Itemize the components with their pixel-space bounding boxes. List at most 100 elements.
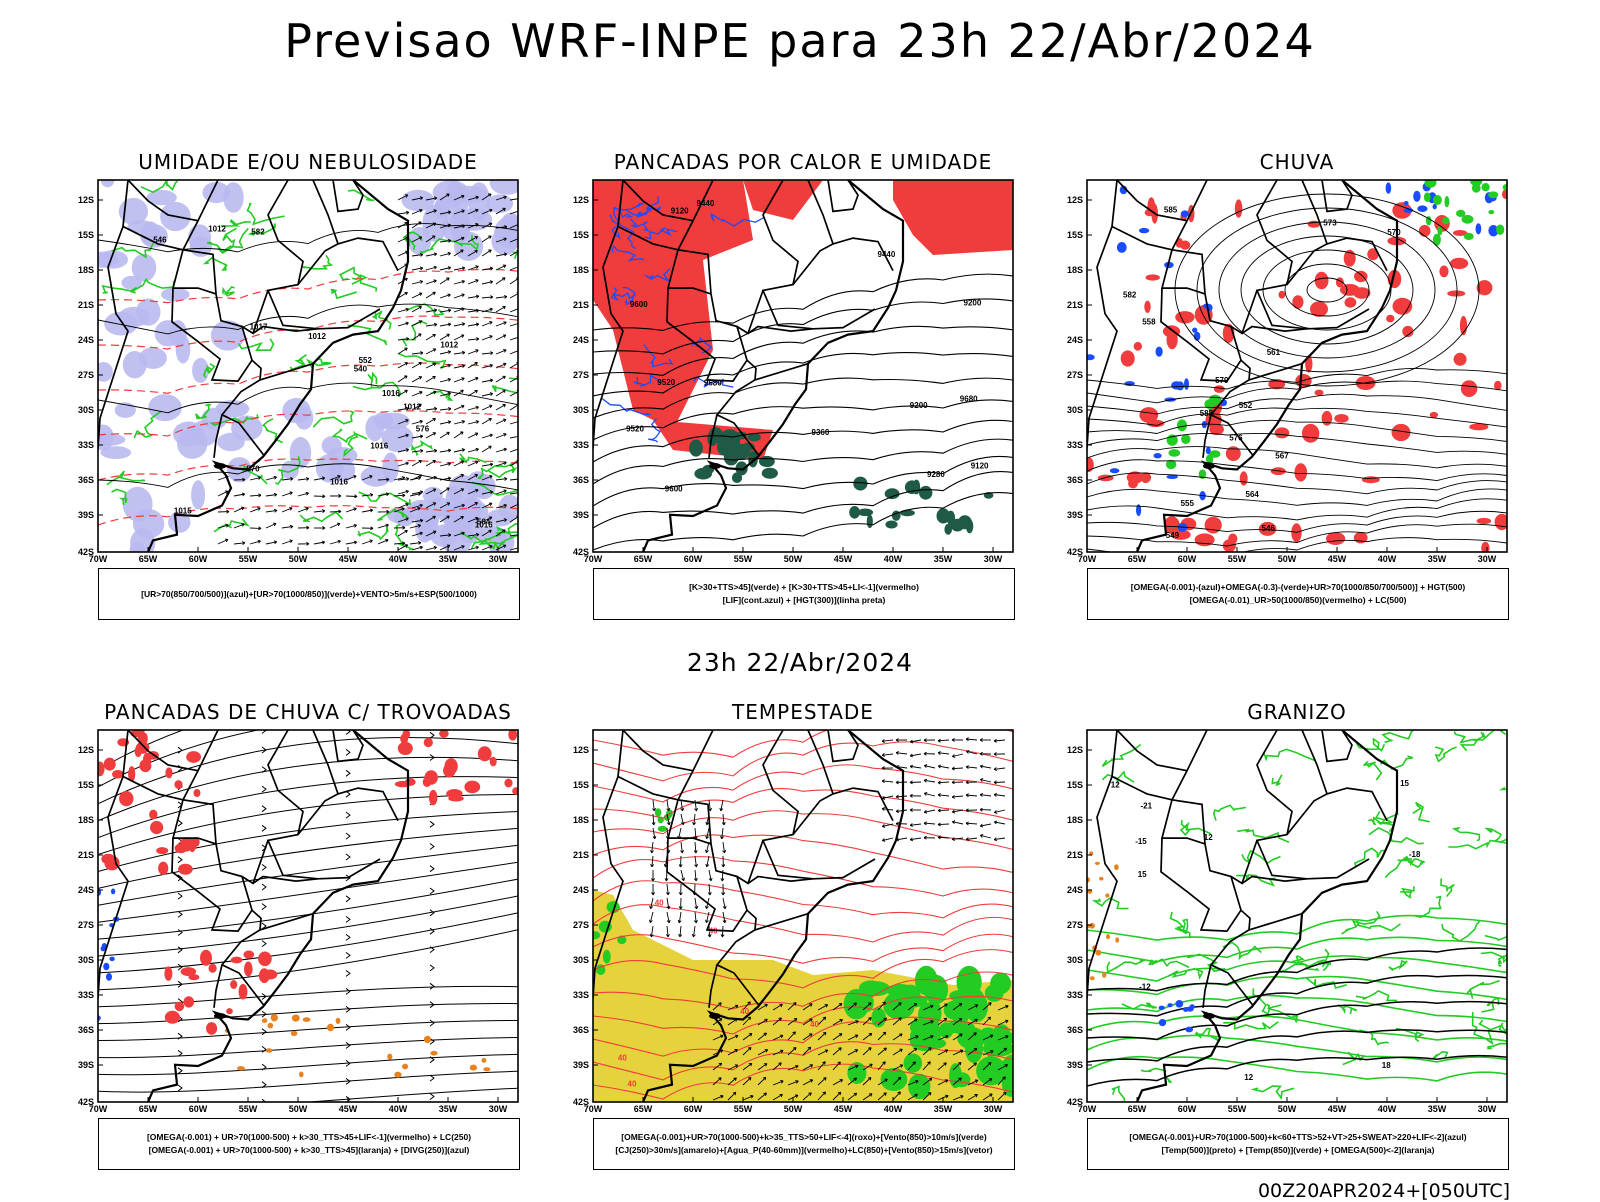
y-tick-label: 24S: [1067, 335, 1083, 345]
contour-label: 558: [1142, 318, 1156, 327]
y-tick-label: 36S: [1067, 475, 1083, 485]
y-tick-label: 39S: [1067, 1060, 1083, 1070]
contour-label: 546: [1262, 524, 1276, 533]
shaded-area: [1156, 347, 1163, 357]
shaded-area: [946, 511, 955, 525]
shaded-area: [1454, 356, 1462, 362]
y-tick-label: 12S: [1067, 745, 1083, 755]
y-tick-label: 30S: [573, 955, 589, 965]
legend-pancadas-calor: [K>30+TTS>45](verde) + [K>30+TTS>45+LI<-…: [593, 568, 1015, 620]
shaded-area: [1354, 271, 1368, 282]
x-tick-label: 50W: [289, 554, 308, 564]
y-tick-label: 33S: [573, 990, 589, 1000]
x-tick-label: 60W: [1178, 554, 1197, 564]
shaded-area: [430, 1051, 437, 1056]
y-tick-label: 39S: [78, 1060, 94, 1070]
y-tick-label: 39S: [1067, 510, 1083, 520]
border-line: [81, 997, 98, 1102]
contour-label: -12: [1139, 983, 1151, 992]
y-tick-label: 15S: [1067, 230, 1083, 240]
x-tick-label: 45W: [339, 554, 358, 564]
x-tick-label: 40W: [884, 554, 903, 564]
y-tick-label: 12S: [78, 195, 94, 205]
contour-label: 1016: [330, 478, 348, 487]
shaded-area: [919, 486, 932, 500]
shaded-area: [1386, 315, 1394, 323]
shaded-area: [403, 729, 411, 739]
y-tick-label: 39S: [78, 510, 94, 520]
y-tick-label: 30S: [573, 405, 589, 415]
y-tick-label: 15S: [1067, 780, 1083, 790]
contour-label: -18: [1409, 850, 1421, 859]
shaded-area: [689, 440, 703, 457]
x-tick-label: 30W: [1478, 554, 1497, 564]
shaded-area: [885, 488, 900, 499]
shaded-area: [175, 1002, 185, 1012]
y-tick-label: 21S: [78, 300, 94, 310]
shaded-area: [174, 780, 182, 789]
shaded-area: [258, 952, 272, 967]
shaded-area: [1099, 877, 1103, 881]
x-tick-label: 30W: [984, 1104, 1003, 1114]
shaded-area: [1447, 290, 1465, 296]
contour-label: 555: [1181, 499, 1195, 508]
shaded-area: [398, 742, 413, 755]
shaded-area: [1275, 427, 1290, 438]
map-umidade: 1012101210161016101610121015101610121017…: [63, 176, 523, 568]
shaded-area: [949, 1063, 962, 1088]
contour-label: 1016: [382, 389, 400, 398]
contour-label: 12: [1244, 1073, 1253, 1082]
shaded-area: [1121, 350, 1135, 366]
shaded-area: [1154, 453, 1162, 458]
legend-line: [OMEGA(-0.001) + UR>70(1000-500) + k>30_…: [147, 1131, 471, 1144]
shaded-area: [1464, 233, 1474, 240]
y-tick-label: 18S: [1067, 815, 1083, 825]
contour-label: 40: [618, 1054, 627, 1063]
shaded-area: [429, 790, 438, 805]
x-tick-label: 30W: [489, 554, 508, 564]
contour-label: 567: [1275, 452, 1289, 461]
shaded-area: [402, 190, 435, 211]
shaded-area: [490, 757, 497, 767]
shaded-area: [1404, 201, 1409, 206]
x-tick-label: 65W: [139, 554, 158, 564]
x-tick-label: 60W: [684, 1104, 703, 1114]
shaded-area: [1488, 191, 1498, 198]
shaded-area: [271, 1014, 278, 1021]
y-tick-label: 15S: [78, 230, 94, 240]
shaded-area: [443, 764, 455, 778]
shaded-area: [483, 1067, 490, 1071]
shaded-area: [1326, 532, 1345, 545]
y-tick-label: 18S: [573, 815, 589, 825]
shaded-area: [1228, 534, 1237, 545]
shaded-area: [1322, 411, 1333, 426]
main-title: Previsao WRF-INPE para 23h 22/Abr/2024: [0, 14, 1600, 68]
shaded-area: [1102, 972, 1106, 978]
y-tick-label: 24S: [573, 885, 589, 895]
legend-line: [OMEGA(-0.001)+UR>70(1000-500)+k>35_TTS>…: [621, 1131, 986, 1144]
shaded-area: [178, 864, 193, 875]
shaded-area: [188, 974, 199, 980]
shaded-area: [885, 521, 897, 529]
shaded-area: [230, 980, 237, 989]
legend-line: [OMEGA(-0.01)_UR>50(1000/850)(vermelho) …: [1190, 594, 1407, 607]
contour-label: 40: [655, 898, 664, 907]
x-tick-label: 30W: [984, 554, 1003, 564]
y-tick-label: 27S: [78, 920, 94, 930]
shaded-area: [1470, 177, 1482, 186]
x-tick-label: 40W: [1378, 554, 1397, 564]
x-tick-label: 70W: [1078, 1104, 1097, 1114]
y-tick-label: 39S: [573, 1060, 589, 1070]
contour-label: 552: [1239, 401, 1253, 410]
x-tick-label: 30W: [489, 1104, 508, 1114]
shaded-area: [1159, 1006, 1165, 1010]
shaded-area: [470, 1065, 477, 1071]
shaded-area: [1090, 923, 1095, 929]
shaded-area: [424, 738, 433, 747]
panel-title-umidade: UMIDADE E/OU NEBULOSIDADE: [98, 150, 518, 174]
shaded-area: [1181, 434, 1190, 444]
shaded-area: [1106, 934, 1110, 939]
shaded-area: [1095, 950, 1101, 956]
